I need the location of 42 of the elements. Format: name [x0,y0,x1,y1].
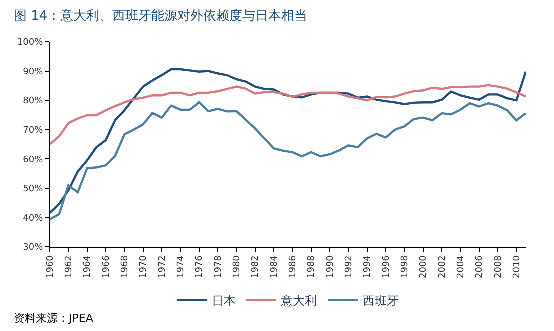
y-tick-label: 70% [23,126,44,136]
y-tick-label: 60% [23,155,44,166]
x-tick-label: 2000 [419,255,430,279]
x-tick-label: 2002 [438,256,448,279]
chart-title: 图 14：意大利、西班牙能源对外依赖度与日本相当 [14,8,308,24]
x-tick-label: 2006 [475,255,486,279]
line-series [50,84,526,146]
legend-label: 西班牙 [363,294,399,308]
x-tick-label: 1990 [326,255,336,279]
x-tick-label: 1984 [270,255,280,279]
x-tick-label: 2008 [494,255,504,279]
x-tick-label: 1978 [214,255,224,279]
y-tick-label: 90% [23,67,44,78]
x-tick-label: 1998 [400,255,411,279]
x-tick-label: 1986 [288,255,299,279]
x-tick-label: 1970 [139,255,150,279]
y-tick-label: 50% [23,184,44,195]
x-tick-label: 1994 [363,255,374,279]
legend-label: 日本 [212,294,236,308]
text: 资料来源：JPEA [14,312,94,325]
x-tick-label: 1974 [176,255,187,279]
x-tick-label: 1988 [307,255,318,279]
x-tick-label: 1962 [64,256,75,279]
x-tick-label: 2004 [456,255,467,279]
x-tick-label: 1980 [232,255,243,279]
x-tick-label: 1992 [344,256,355,279]
x-tick-label: 2010 [512,255,523,279]
legend-label: 意大利 [280,294,317,308]
x-tick-label: 1976 [195,255,206,279]
x-tick-label: 1968 [120,255,131,279]
x-tick-label: 1964 [83,255,94,279]
x-tick-label: 1982 [251,256,262,279]
x-tick-label: 1996 [382,255,392,279]
y-tick-label: 80% [23,96,44,107]
y-tick-label: 100% [17,38,44,48]
line-series [50,102,526,221]
y-tick-label: 40% [23,214,44,224]
x-tick-label: 1960 [46,255,56,279]
y-tick-label: 30% [23,243,44,254]
x-tick-label: 1972 [158,256,168,279]
line-series [50,68,526,214]
x-tick-label: 1966 [102,255,112,279]
